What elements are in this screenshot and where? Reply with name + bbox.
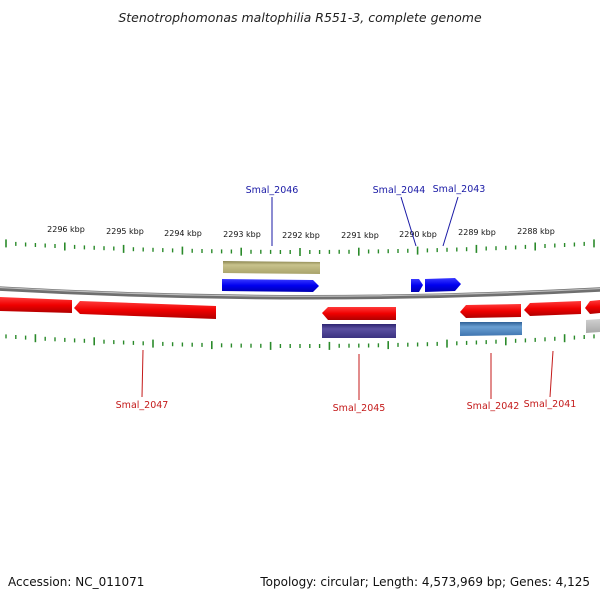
gene-arrow-smal-2045[interactable] (322, 307, 396, 320)
gene-arrow-left-edge[interactable] (0, 297, 72, 313)
gene-arrow-smal-2042[interactable] (460, 304, 521, 318)
scale-tick-label: 2292 kbp (282, 231, 320, 240)
outer-tick-row (5, 239, 595, 256)
gene-arrow-smal-2047[interactable] (74, 301, 216, 319)
accession-text: Accession: NC_011071 (8, 575, 144, 589)
scale-tick-label: 2288 kbp (517, 227, 555, 236)
olive-feature-bar[interactable] (223, 261, 320, 274)
gene-label-forward[interactable]: Smal_2044 (373, 185, 426, 196)
scale-tick-label: 2289 kbp (458, 228, 496, 237)
gene-label-forward[interactable]: Smal_2043 (433, 184, 486, 195)
gene-arrow-smal-2041[interactable] (524, 301, 581, 316)
gene-arrow-smal-2043[interactable] (425, 278, 461, 292)
grey-feature-bar[interactable] (586, 319, 600, 333)
scale-tick-label: 2291 kbp (341, 231, 379, 240)
gene-label-reverse[interactable]: Smal_2045 (333, 403, 386, 414)
gene-label-reverse[interactable]: Smal_2041 (524, 399, 577, 410)
gene-arrow-smal-2044[interactable] (411, 279, 423, 292)
genome-backbone (0, 286, 600, 300)
gene-label-reverse[interactable]: Smal_2042 (467, 401, 520, 412)
steel-feature-bar[interactable] (460, 322, 522, 336)
purple-feature-bar[interactable] (322, 324, 396, 338)
scale-labels: 2296 kbp 2295 kbp 2294 kbp 2293 kbp 2292… (47, 225, 555, 240)
scale-tick-label: 2294 kbp (164, 229, 202, 238)
gene-arrow-smal-2046[interactable] (222, 279, 319, 292)
leader-lines (141, 196, 554, 400)
inner-tick-row (5, 334, 595, 350)
scale-tick-label: 2290 kbp (399, 230, 437, 239)
gene-arrow-right-edge[interactable] (585, 300, 600, 314)
reverse-features (0, 297, 600, 338)
scale-tick-label: 2296 kbp (47, 225, 85, 234)
scale-tick-label: 2295 kbp (106, 227, 144, 236)
gene-labels: Smal_2046 Smal_2044 Smal_2043 Smal_2047 … (116, 184, 577, 414)
map-title: Stenotrophomonas maltophilia R551-3, com… (118, 10, 482, 25)
forward-features (222, 261, 461, 292)
scale-tick-label: 2293 kbp (223, 230, 261, 239)
gene-label-forward[interactable]: Smal_2046 (246, 185, 299, 196)
genome-summary-text: Topology: circular; Length: 4,573,969 bp… (259, 575, 590, 589)
gene-label-reverse[interactable]: Smal_2047 (116, 400, 169, 411)
